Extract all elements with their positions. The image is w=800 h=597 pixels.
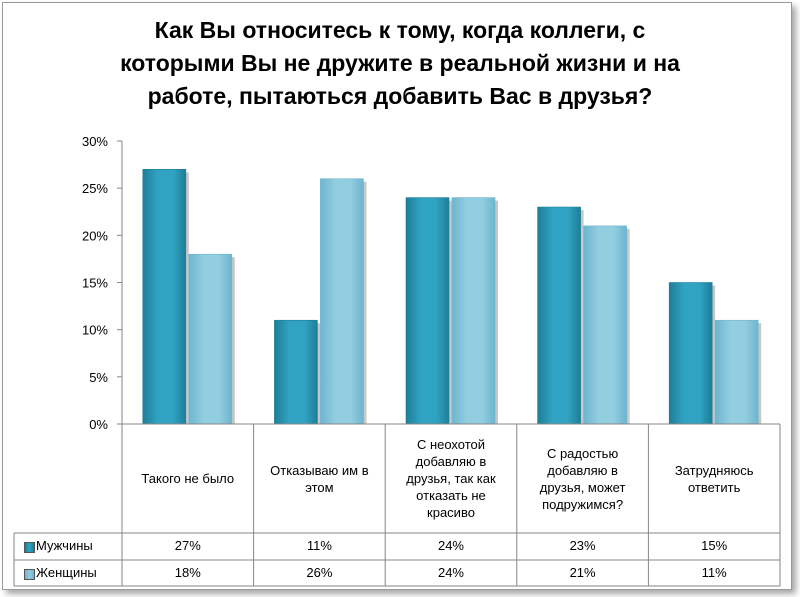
- bar-men-1: [274, 319, 318, 425]
- category-label-text: С неохотой добавляю в друзья, так как отказ…: [406, 436, 495, 521]
- legend-key-men: [24, 542, 35, 553]
- chart-title-line-2: которыми Вы не дружите в реальной жизни …: [120, 50, 680, 76]
- bar-women-3: [583, 225, 627, 425]
- bar-men-0: [142, 169, 187, 425]
- y-tick-label: 30%: [82, 134, 108, 149]
- bar-men-4: [668, 282, 713, 425]
- category-label-text: Отказываю им в этом: [270, 462, 369, 496]
- category-label-text: Затрудняюсь ответить: [675, 462, 754, 496]
- category-label: Такого не было: [124, 425, 252, 532]
- category-label-line: друзья, так как: [406, 471, 496, 486]
- y-tick-label: 5%: [89, 370, 108, 385]
- category-label-text: Такого не было: [141, 470, 234, 487]
- category-label-line: отказать не: [416, 488, 486, 503]
- bar-men-3: [537, 206, 581, 425]
- chart-title-line-1: Как Вы относитесь к тому, когда коллеги,…: [154, 17, 646, 43]
- category-label-line: Отказываю им в: [270, 462, 369, 478]
- category-label-line: красиво: [427, 505, 475, 520]
- y-tick-label: 25%: [82, 181, 108, 196]
- series-label-men: Мужчины: [36, 538, 93, 553]
- table-cell: 15%: [701, 538, 728, 553]
- legend-key-women: [24, 569, 35, 580]
- y-tick-label: 10%: [82, 323, 108, 338]
- category-label: С радостью добавляю в друзья, может подружи…: [519, 425, 647, 532]
- category-label-line: этом: [305, 479, 334, 495]
- y-tick-label: 20%: [82, 228, 108, 243]
- y-tick-label: 0%: [89, 417, 108, 432]
- bar-women-1: [320, 178, 364, 425]
- chart-title-line-3: работе, пытаються добавить Вас в друзья?: [147, 83, 653, 109]
- table-cell: 26%: [306, 565, 333, 580]
- table-cell: 24%: [437, 538, 464, 553]
- category-label-line: С радостью: [546, 445, 619, 461]
- bar-women-0: [188, 253, 233, 425]
- table-cell: 23%: [569, 538, 596, 553]
- series-label-women: Женщины: [36, 565, 97, 580]
- category-label: Отказываю им в этом: [256, 425, 384, 532]
- table-cell: 11%: [701, 565, 727, 580]
- category-label-line: С неохотой: [416, 437, 486, 452]
- table-cell: 11%: [306, 538, 332, 553]
- category-label: С неохотой добавляю в друзья, так как отказ…: [387, 425, 515, 532]
- category-label-line: подружимся?: [542, 496, 624, 512]
- bar-women-4: [714, 319, 759, 425]
- bar-women-2: [451, 197, 496, 425]
- category-label-line: Такого не было: [141, 471, 235, 486]
- category-label-text: С радостью добавляю в друзья, может подружи…: [540, 445, 626, 513]
- bar-men-2: [405, 197, 450, 425]
- category-label-line: добавляю в: [547, 462, 618, 478]
- table-cell: 18%: [174, 565, 201, 580]
- category-label: Затрудняюсь ответить: [650, 425, 778, 532]
- chart-frame: [2, 2, 792, 590]
- table-cell: 21%: [569, 565, 596, 580]
- y-tick-label: 15%: [82, 276, 108, 291]
- category-label-line: добавляю в: [415, 454, 487, 469]
- table-cell: 27%: [174, 538, 201, 553]
- table-cell: 24%: [437, 565, 464, 580]
- chart-title: Как Вы относитесь к тому, когда коллеги,…: [0, 14, 800, 113]
- category-label-line: Затрудняюсь: [674, 462, 754, 478]
- category-label-line: друзья, может: [539, 479, 626, 495]
- category-label-line: ответить: [687, 479, 741, 495]
